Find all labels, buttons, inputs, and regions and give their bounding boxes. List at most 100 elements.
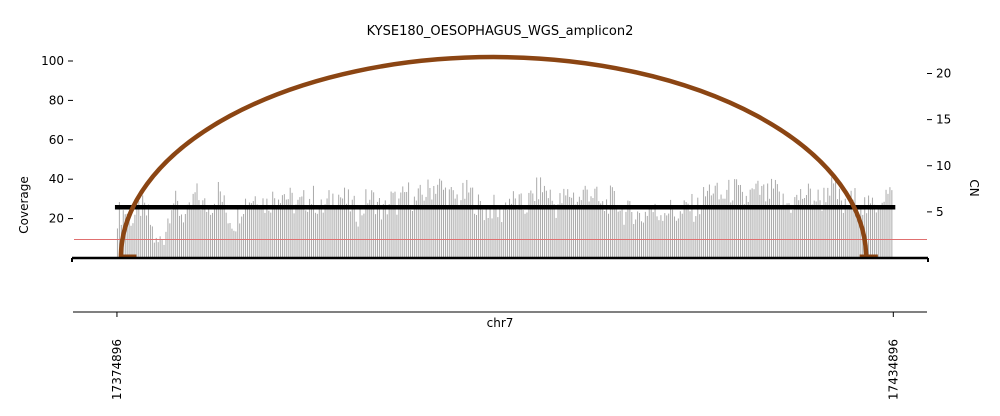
coverage-bar xyxy=(427,179,429,258)
coverage-bar xyxy=(468,192,470,258)
coverage-bar xyxy=(615,205,617,258)
coverage-bar xyxy=(239,223,241,258)
coverage-bar xyxy=(716,182,718,258)
coverage-bar xyxy=(526,212,528,258)
coverage-bar xyxy=(229,223,231,258)
coverage-bar xyxy=(518,194,520,258)
coverage-bar xyxy=(363,213,365,258)
coverage-bar xyxy=(256,204,258,258)
coverage-bar xyxy=(887,193,889,258)
coverage-bar xyxy=(330,208,332,258)
coverage-bar xyxy=(805,195,807,258)
coverage-bar xyxy=(417,188,419,258)
coverage-bar xyxy=(344,187,346,258)
coverage-bar xyxy=(481,209,483,258)
coverage-bar xyxy=(745,195,747,258)
coverage-bar xyxy=(706,190,708,258)
coverage-bar xyxy=(142,195,144,258)
coverage-bar xyxy=(668,213,670,258)
coverage-bar xyxy=(279,203,281,258)
coverage-bar xyxy=(538,199,540,258)
coverage-bar xyxy=(637,211,639,258)
coverage-bar xyxy=(642,222,644,258)
coverage-bar xyxy=(825,202,827,258)
coverage-bar xyxy=(807,183,809,258)
coverage-bar xyxy=(307,211,309,258)
coverage-bar xyxy=(460,200,462,258)
coverage-bar xyxy=(396,214,398,258)
coverage-bar xyxy=(443,189,445,258)
coverage-bar xyxy=(215,205,217,258)
coverage-bar xyxy=(510,203,512,258)
coverage-bar xyxy=(458,206,460,258)
coverage-bar xyxy=(606,199,608,258)
coverage-bar xyxy=(586,189,588,258)
coverage-bar xyxy=(850,190,852,258)
coverage-bar xyxy=(804,197,806,258)
coverage-bar xyxy=(786,203,788,258)
coverage-bar xyxy=(390,191,392,258)
coverage-bar xyxy=(600,203,602,258)
coverage-bar xyxy=(299,197,301,258)
coverage-bar xyxy=(802,198,804,258)
x-axis: 17374896 17434896 xyxy=(110,312,900,400)
coverage-bar xyxy=(219,191,221,258)
coverage-bar xyxy=(633,224,635,258)
coverage-bar xyxy=(274,198,276,258)
coverage-bar xyxy=(505,202,507,258)
coverage-bar xyxy=(844,198,846,258)
coverage-bar xyxy=(437,184,439,258)
coverage-bar xyxy=(384,200,386,258)
coverage-bar xyxy=(213,203,215,258)
coverage-bar xyxy=(838,188,840,258)
coverage-bar xyxy=(289,187,291,258)
coverage-bar xyxy=(823,187,825,258)
coverage-bar xyxy=(377,201,379,258)
coverage-bar xyxy=(309,198,311,258)
coverage-bar xyxy=(524,213,526,258)
coverage-bar xyxy=(520,193,522,258)
coverage-bar xyxy=(159,236,161,258)
coverage-bar xyxy=(388,204,390,258)
coverage-bar xyxy=(254,196,256,258)
coverage-bar xyxy=(402,186,404,258)
coverage-bar xyxy=(782,193,784,258)
coverage-bar xyxy=(679,211,681,258)
coverage-bar xyxy=(429,187,431,258)
coverage-bar xyxy=(821,210,823,258)
coverage-bar xyxy=(708,184,710,258)
coverage-bar xyxy=(285,199,287,258)
coverage-bar xyxy=(621,205,623,258)
coverage-bar xyxy=(454,198,456,258)
coverage-bar xyxy=(743,204,745,258)
coverage-bar xyxy=(598,201,600,258)
coverage-bar xyxy=(450,187,452,258)
coverage-bar xyxy=(235,231,237,258)
coverage-bar xyxy=(741,191,743,258)
coverage-bar xyxy=(149,224,151,258)
breakpoint-arc xyxy=(118,55,869,259)
coverage-bar xyxy=(703,187,705,258)
coverage-bar xyxy=(452,190,454,258)
coverage-bar xyxy=(714,185,716,258)
coverage-bar xyxy=(772,188,774,258)
coverage-bar xyxy=(373,192,375,258)
coverage-bar xyxy=(639,212,641,258)
coverage-bar xyxy=(629,201,631,258)
coverage-bar xyxy=(295,204,297,258)
coverage-bar xyxy=(580,200,582,258)
coverage-bar xyxy=(305,210,307,258)
coverage-bar xyxy=(726,189,728,258)
coverage-bar xyxy=(332,193,334,258)
coverage-bar xyxy=(761,185,763,258)
coverage-bar xyxy=(248,202,250,258)
coverage-bar xyxy=(759,194,761,258)
coverage-bar xyxy=(765,201,767,258)
coverage-bar xyxy=(202,200,204,258)
coverage-bar xyxy=(165,231,167,258)
coverage-bar xyxy=(441,180,443,258)
coverage-bar xyxy=(132,223,134,258)
coverage-bar xyxy=(584,185,586,258)
coverage-bar xyxy=(231,228,233,258)
